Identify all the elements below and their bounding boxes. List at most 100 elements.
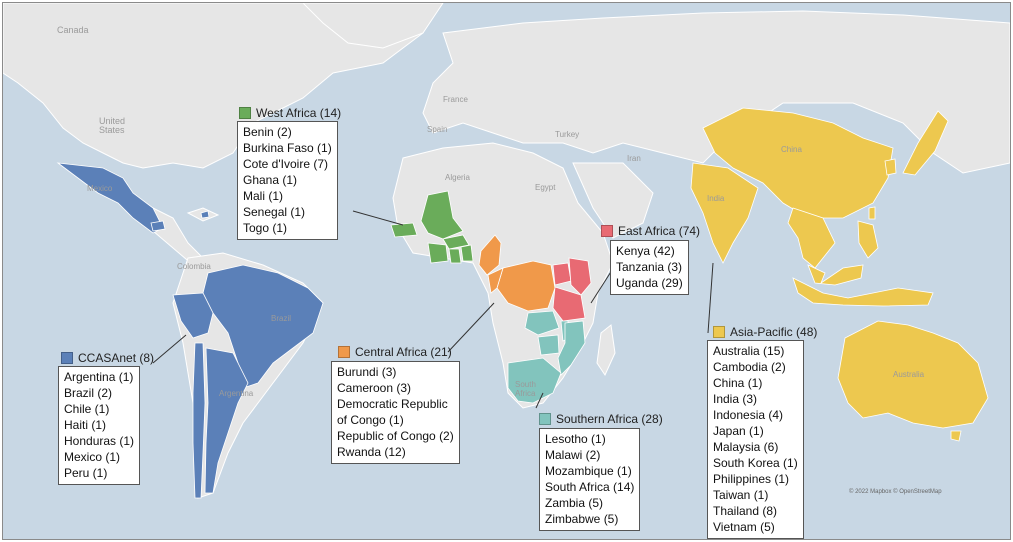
- asia-pacific-list: Australia (15) Cambodia (2) China (1) In…: [707, 340, 804, 539]
- list-item: China (1): [713, 376, 763, 390]
- japan-shape: [902, 110, 949, 176]
- west-africa-list: Benin (2) Burkina Faso (1) Cote d'Ivoire…: [237, 121, 338, 240]
- list-item: of Congo (1): [337, 413, 404, 427]
- greenland-landmass: [302, 3, 444, 49]
- southern-africa-title: Southern Africa (28): [556, 412, 663, 426]
- india-shape: [690, 162, 759, 264]
- label-turkey: Turkey: [555, 130, 579, 139]
- label-south-africa: South Africa: [515, 380, 536, 398]
- label-colombia: Colombia: [177, 262, 211, 271]
- togo-benin-shape: [460, 244, 474, 262]
- haiti-shape: [200, 210, 210, 219]
- list-item: Burkina Faso (1): [243, 141, 332, 155]
- ccasanet-title: CCASAnet (8): [78, 351, 155, 365]
- list-item: Philippines (1): [713, 472, 790, 486]
- list-item: Mozambique (1): [545, 464, 632, 478]
- label-china: China: [781, 145, 802, 154]
- list-item: Malaysia (6): [713, 440, 779, 454]
- brazil-shape: [202, 264, 324, 389]
- central-africa-leader: [447, 302, 495, 353]
- asia-pacific-title: Asia-Pacific (48): [730, 325, 818, 339]
- list-item: Kenya (42): [616, 244, 675, 258]
- china-shape: [702, 107, 894, 219]
- list-item: Cambodia (2): [713, 360, 786, 374]
- malaysia-shape: [807, 264, 864, 286]
- label-india: India: [707, 194, 725, 203]
- list-item: Vietnam (5): [713, 520, 775, 534]
- label-canada: Canada: [57, 25, 89, 35]
- peru-shape: [172, 292, 214, 339]
- central-africa-countries[interactable]: [478, 234, 556, 312]
- label-egypt: Egypt: [535, 183, 556, 192]
- zimbabwe-shape: [537, 334, 560, 356]
- list-item: Haiti (1): [64, 418, 107, 432]
- chile-shape: [192, 342, 206, 499]
- list-item: Uganda (29): [616, 276, 683, 290]
- southern-africa-countries[interactable]: [507, 310, 586, 404]
- cameroon-shape: [478, 234, 502, 276]
- list-item: Taiwan (1): [713, 488, 769, 502]
- central-africa-header: Central Africa (21): [338, 345, 452, 359]
- map-attribution[interactable]: © 2022 Mapbox © OpenStreetMap: [849, 489, 942, 495]
- indonesia-shape: [792, 277, 934, 307]
- list-item: Lesotho (1): [545, 432, 606, 446]
- cote-divoire-shape: [427, 242, 449, 264]
- southern-africa-leader: [535, 392, 544, 409]
- congo-shape: [487, 267, 504, 294]
- central-africa-list: Burundi (3) Cameroon (3) Democratic Repu…: [331, 361, 460, 464]
- tanzania-shape: [552, 286, 586, 322]
- list-item: Tanzania (3): [616, 260, 683, 274]
- list-item: Cameroon (3): [337, 381, 412, 395]
- mozambique-shape: [557, 320, 586, 376]
- tasmania-shape: [950, 430, 962, 442]
- east-africa-countries[interactable]: [552, 257, 592, 322]
- label-argentina: Argentina: [219, 389, 254, 398]
- ccasanet-list: Argentina (1) Brazil (2) Chile (1) Haiti…: [58, 366, 141, 485]
- asia-pacific-countries[interactable]: [690, 107, 989, 442]
- list-item: South Africa (14): [545, 480, 635, 494]
- ccasanet-header: CCASAnet (8): [61, 351, 154, 365]
- list-item: India (3): [713, 392, 758, 406]
- arabia-landmass: [572, 162, 654, 239]
- central-africa-title: Central Africa (21): [355, 345, 452, 359]
- uganda-shape: [552, 262, 572, 286]
- ccasanet-countries[interactable]: [56, 162, 324, 499]
- mali-shape: [420, 190, 464, 240]
- list-item: Democratic Republic: [337, 397, 448, 411]
- list-item: Honduras (1): [64, 434, 135, 448]
- label-algeria: Algeria: [445, 173, 470, 182]
- mexico-shape: [56, 162, 164, 234]
- north-america-landmass: [3, 3, 434, 169]
- country-labels: Canada United States Mexico Colombia Braz…: [57, 25, 925, 398]
- zambia-shape: [524, 310, 560, 336]
- east-africa-header: East Africa (74): [601, 224, 700, 238]
- world-map[interactable]: Canada United States Mexico Colombia Braz…: [3, 3, 1010, 539]
- asia-pacific-swatch: [713, 326, 725, 338]
- label-united-states: United States: [99, 116, 125, 135]
- central-africa-swatch: [338, 346, 350, 358]
- australia-shape: [837, 320, 989, 429]
- east-africa-list: Kenya (42) Tanzania (3) Uganda (29): [610, 240, 689, 295]
- list-item: Peru (1): [64, 466, 108, 480]
- list-item: Republic of Congo (2): [337, 429, 454, 443]
- list-item: Brazil (2): [64, 386, 113, 400]
- list-item: Rwanda (12): [337, 445, 406, 459]
- list-item: Burundi (3): [337, 365, 397, 379]
- list-item: Argentina (1): [64, 370, 134, 384]
- west-africa-title: West Africa (14): [256, 106, 342, 120]
- label-iran: Iran: [627, 154, 641, 163]
- list-item: Ghana (1): [243, 173, 298, 187]
- honduras-shape: [150, 220, 166, 232]
- east-africa-swatch: [601, 225, 613, 237]
- drc-shape: [496, 260, 556, 312]
- kenya-shape: [568, 257, 592, 296]
- list-item: Australia (15): [713, 344, 785, 358]
- south-korea-shape: [884, 158, 897, 176]
- list-item: Benin (2): [243, 125, 292, 139]
- list-item: Indonesia (4): [713, 408, 784, 422]
- west-africa-countries[interactable]: [390, 190, 474, 264]
- south-africa-shape: [507, 357, 562, 404]
- list-item: Mexico (1): [64, 450, 121, 464]
- list-item: Thailand (8): [713, 504, 778, 518]
- callout-lines: [152, 210, 714, 409]
